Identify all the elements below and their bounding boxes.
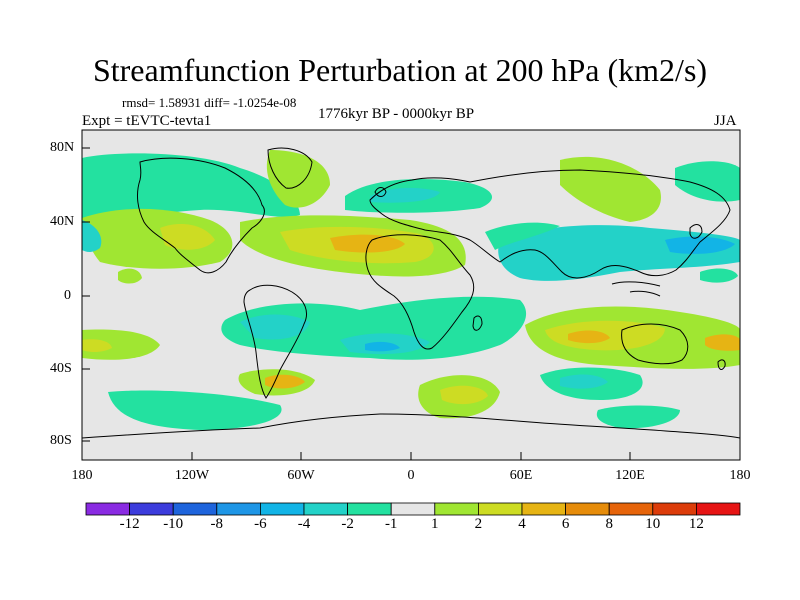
lon-tick-60w: 60W	[287, 468, 315, 483]
contour-south-indian-core	[560, 374, 608, 389]
contour-australia-orange	[568, 330, 610, 344]
contour-south-pacific-core	[82, 339, 112, 352]
colorbar-swatch	[172, 502, 218, 516]
lon-tick-60e: 60E	[509, 468, 533, 483]
lon-tick-120e: 120E	[615, 468, 645, 483]
colorbar-label: 2	[474, 516, 483, 532]
coast-madagascar	[472, 315, 483, 331]
contour-antarctic-east	[596, 405, 680, 429]
season-label: JJA	[714, 113, 737, 129]
contour-ross	[108, 390, 282, 430]
colorbar-swatch	[652, 502, 697, 516]
contour-australia-east	[705, 334, 740, 351]
experiment-label: Expt = tEVTC-tevta1	[82, 113, 212, 129]
colorbar-swatch	[477, 502, 523, 516]
colorbar-label: -6	[254, 516, 267, 532]
contour-patagonia-core	[265, 374, 305, 389]
colorbar-swatch	[390, 502, 436, 516]
coast-new-zealand	[717, 359, 726, 370]
contour-south-atlantic-core	[440, 385, 488, 405]
coast-japan	[689, 224, 703, 239]
lon-tick-0: 0	[407, 468, 415, 483]
colorbar-label: -1	[384, 516, 398, 532]
coast-australia	[621, 323, 689, 365]
colorbar-label: -12	[119, 516, 140, 532]
colorbar-label: 4	[518, 516, 526, 532]
colorbar	[85, 502, 741, 516]
colorbar-label: -10	[163, 516, 184, 532]
lon-tick-180w: 180	[71, 468, 93, 483]
contour-mexico-small	[118, 268, 142, 284]
contour-field	[82, 130, 740, 460]
contour-asia-core	[665, 236, 735, 254]
contour-sa-blue-w	[240, 314, 310, 340]
contour-nh-west	[82, 153, 300, 226]
colorbar-label: 12	[688, 516, 704, 532]
lat-tick-40s: 40S	[50, 361, 72, 376]
colorbar-label: 8	[605, 516, 613, 532]
contour-atlantic-orange	[330, 234, 405, 253]
colorbar-swatch	[608, 502, 654, 516]
colorbar-label: -2	[341, 516, 354, 532]
contour-westpac-small	[700, 268, 738, 283]
coast-antarctica	[82, 413, 740, 439]
coast-britain	[374, 187, 387, 197]
colorbar-swatch	[347, 502, 392, 516]
contour-nh-east	[675, 161, 740, 202]
contour-nh-russia	[560, 156, 661, 222]
colorbar-swatch	[129, 502, 174, 516]
coast-eurasia	[369, 169, 731, 279]
colorbar-label: -4	[297, 516, 311, 532]
lat-tick-40n: 40N	[50, 214, 75, 229]
contour-sa-blue-core	[365, 341, 400, 352]
coastlines	[82, 147, 740, 439]
coast-south-america	[243, 284, 307, 399]
colorbar-swatch	[521, 502, 566, 516]
contour-south-pacific	[82, 329, 160, 360]
contour-euro-inner	[370, 187, 440, 203]
colorbar-swatch	[434, 502, 479, 516]
colorbar-swatch	[303, 502, 348, 516]
colorbar-label: 6	[561, 516, 570, 532]
lon-tick-180e: 180	[729, 468, 751, 483]
contour-nh-atlantic	[266, 150, 330, 208]
contour-pacific-west-core	[160, 224, 215, 250]
coast-greenland	[267, 147, 313, 189]
lon-tick-120w: 120W	[174, 468, 210, 483]
coast-north-america	[136, 157, 265, 274]
contour-pacific-west	[82, 208, 233, 269]
period-label: 1776kyr BP - 0000kyr BP	[318, 106, 475, 122]
coast-africa	[365, 234, 475, 350]
colorbar-label: 1	[431, 516, 439, 532]
colorbar-swatch	[565, 502, 610, 516]
contour-sa-band	[221, 296, 527, 360]
lat-tick-80s: 80S	[50, 433, 72, 448]
colorbar-label: 10	[645, 516, 661, 532]
colorbar-swatch	[85, 502, 130, 516]
stats-label: rmsd= 1.58931 diff= -1.0254e-08	[122, 95, 297, 110]
colorbar-swatch	[696, 502, 741, 516]
coast-indonesia	[611, 281, 661, 297]
colorbar-swatch	[216, 502, 261, 516]
colorbar-swatch	[259, 502, 305, 516]
contour-west-blue	[82, 220, 102, 252]
colorbar-label: -8	[210, 516, 224, 532]
lat-tick-80n: 80N	[50, 140, 75, 155]
contour-asia-outer	[485, 222, 560, 250]
lat-tick-0: 0	[64, 288, 71, 303]
plot-title: Streamfunction Perturbation at 200 hPa (…	[92, 52, 708, 88]
axis-ticks	[81, 147, 741, 460]
